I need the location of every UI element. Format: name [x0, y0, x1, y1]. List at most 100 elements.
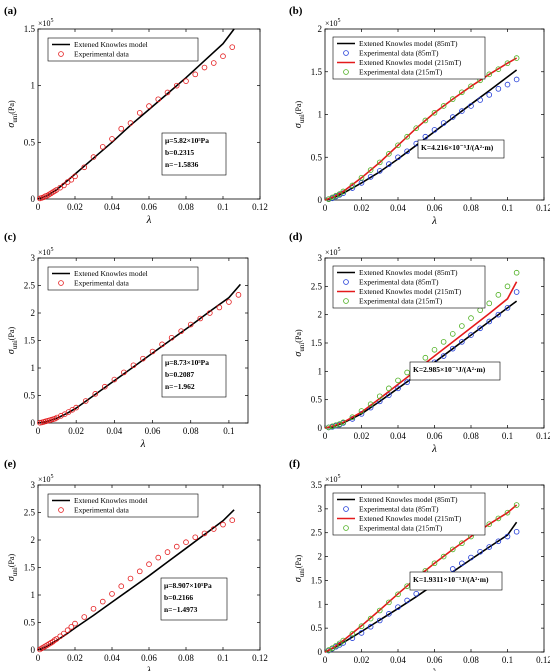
x-tick-label: 0.04 — [390, 431, 406, 441]
data-point — [495, 292, 502, 298]
data-point — [513, 269, 520, 276]
legend-entry: Experimental data (85mT) — [359, 505, 439, 514]
x-tick-label: 0.06 — [141, 202, 157, 212]
x-tick-label: 0 — [36, 653, 41, 663]
x-axis-label: λ — [431, 443, 437, 455]
data-point — [367, 623, 374, 630]
data-point — [127, 120, 134, 126]
y-tick-label: 2.5 — [311, 528, 323, 538]
y-tick-label: 0 — [31, 418, 36, 428]
data-point — [183, 539, 189, 545]
y-tick-label: 1.5 — [24, 563, 36, 573]
annotation-text: μ=5.82×10⁵Pa — [165, 136, 209, 145]
x-tick-label: 0.02 — [354, 655, 370, 665]
x-tick-label: 0.12 — [536, 203, 550, 213]
annotation-box — [161, 354, 227, 398]
data-point — [513, 55, 520, 61]
x-tick-label: 0.08 — [178, 202, 194, 212]
y-axis-label: σuni(Pa) — [6, 100, 19, 128]
x-tick-label: 0 — [36, 426, 41, 436]
legend-marker-swatch — [343, 50, 349, 56]
data-point — [386, 599, 392, 606]
data-point — [459, 560, 465, 567]
data-point — [468, 83, 474, 90]
x-tick-label: 0.02 — [354, 431, 370, 441]
data-point — [513, 502, 520, 508]
legend-box — [332, 36, 486, 80]
y-tick-label: 2 — [31, 535, 36, 545]
y-tick-label: 0.5 — [24, 391, 36, 401]
data-point — [173, 82, 180, 89]
data-point — [395, 591, 401, 598]
data-point — [386, 611, 392, 617]
y-tick-label: 0 — [31, 194, 36, 204]
data-point — [504, 533, 511, 540]
data-point — [72, 620, 78, 627]
data-point — [513, 289, 520, 295]
data-point — [459, 339, 465, 345]
legend-marker-swatch — [58, 507, 64, 513]
y-tick-label: 2.5 — [24, 508, 36, 518]
y-tick-label: 3 — [318, 504, 323, 514]
x-tick-label: 0.1 — [502, 203, 513, 213]
y-tick-label: 3 — [31, 253, 36, 263]
y-tick-label: 1.5 — [24, 336, 36, 346]
data-point — [504, 509, 511, 516]
annotation-text: n=−1.4973 — [164, 605, 198, 614]
legend-marker-swatch — [58, 280, 64, 286]
data-point — [187, 321, 194, 328]
data-point — [118, 583, 125, 589]
y-tick-label: 3.5 — [311, 480, 323, 490]
data-point — [431, 127, 438, 133]
y-tick-label: 2 — [318, 24, 323, 34]
data-point — [404, 597, 410, 604]
legend-entry: Extened Knowles model (85mT) — [359, 495, 458, 504]
y-multiplier: ×105 — [38, 18, 54, 28]
x-tick-label: 0.1 — [217, 653, 228, 663]
panel-a: (a) 0 0.02 0.04 0.06 0.08 0.1 0.12 0 0.5 1 1.5×105 λ… — [4, 5, 268, 226]
x-tick-label: 0.02 — [354, 203, 370, 213]
data-point — [495, 66, 502, 72]
y-axis-label: σuni(Pa) — [293, 101, 306, 129]
x-tick-label: 0.06 — [145, 426, 161, 436]
data-point — [376, 393, 383, 400]
y-multiplier: ×105 — [38, 247, 54, 257]
x-tick-label: 0.04 — [106, 426, 122, 436]
data-point — [367, 615, 374, 622]
y-tick-label: 2 — [318, 310, 323, 320]
legend-marker-swatch — [343, 279, 349, 285]
data-point — [49, 638, 56, 645]
x-tick-label: 0.04 — [104, 653, 120, 663]
y-tick-label: 1.5 — [311, 338, 323, 348]
legend-entry: Experimental data (85mT) — [359, 278, 439, 287]
annotation-box — [409, 361, 501, 381]
data-point — [358, 408, 365, 414]
legend-entry: Experimental data — [74, 50, 129, 59]
data-point — [495, 86, 502, 92]
data-point — [513, 76, 520, 83]
x-tick-label: 0.08 — [178, 653, 194, 663]
x-tick-label: 0.02 — [67, 653, 83, 663]
series-line — [324, 57, 517, 201]
y-tick-label: 2.5 — [311, 281, 323, 291]
legend-entry: Experimental data — [74, 279, 129, 288]
data-point — [504, 283, 511, 290]
x-tick-label: 0.08 — [183, 426, 199, 436]
data-point — [358, 630, 365, 636]
y-tick-label: 3 — [318, 253, 323, 263]
data-point — [90, 605, 97, 612]
data-point — [440, 103, 447, 109]
legend-entry: Experimental data (85mT) — [359, 49, 439, 58]
data-point — [81, 614, 88, 620]
legend-entry: Extened Knowles model (215mT) — [359, 514, 462, 523]
legend-entry: Experimental data — [74, 506, 129, 515]
data-point — [395, 385, 401, 392]
x-tick-label: 0.1 — [502, 431, 513, 441]
legend-entry: Experimental data (215mT) — [359, 68, 443, 77]
y-tick-label: 0.5 — [24, 137, 36, 147]
y-tick-label: 3 — [31, 480, 36, 490]
x-tick-label: 0.08 — [463, 655, 479, 665]
annotation-text: n=−1.962 — [165, 382, 195, 391]
panel-c: (c) 0 0.02 0.04 0.06 0.08 0.1 0 0.5 1 1.5 2 2.5 3×105… — [4, 231, 249, 450]
